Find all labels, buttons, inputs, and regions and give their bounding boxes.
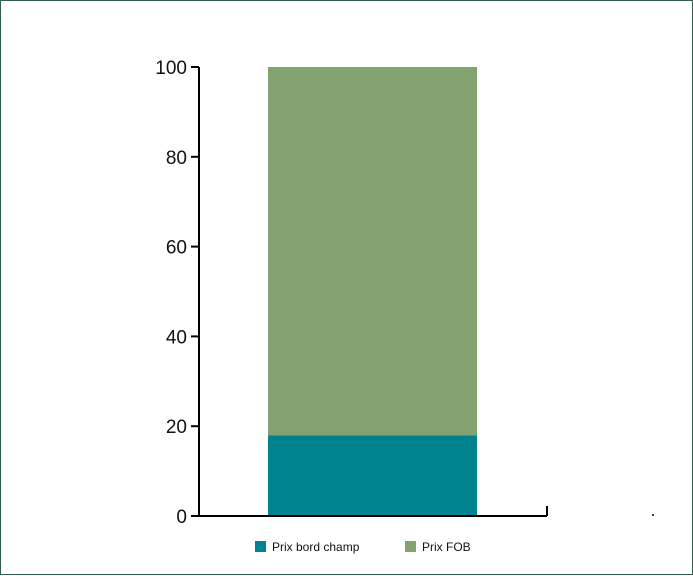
legend-swatch-series-1	[405, 541, 416, 552]
axes-layer	[198, 67, 654, 517]
y-tick-label: 20	[166, 417, 187, 438]
legend: Prix bord champ Prix FOB	[255, 540, 471, 554]
y-tick-label: 40	[166, 327, 187, 348]
bar-segment-series-1	[268, 67, 477, 436]
y-ticks-layer: 0 20 40 60 80 100	[155, 58, 199, 528]
y-tick-label: 100	[155, 58, 187, 79]
y-tick-label: 0	[176, 507, 187, 528]
y-tick-label: 80	[166, 148, 187, 169]
y-tick-label: 60	[166, 238, 187, 259]
bar-segment-series-0	[268, 435, 477, 516]
legend-label-series-0: Prix bord champ	[272, 540, 360, 554]
legend-label-series-1: Prix FOB	[422, 540, 471, 554]
bars-layer	[268, 67, 477, 516]
legend-swatch-series-0	[255, 541, 266, 552]
